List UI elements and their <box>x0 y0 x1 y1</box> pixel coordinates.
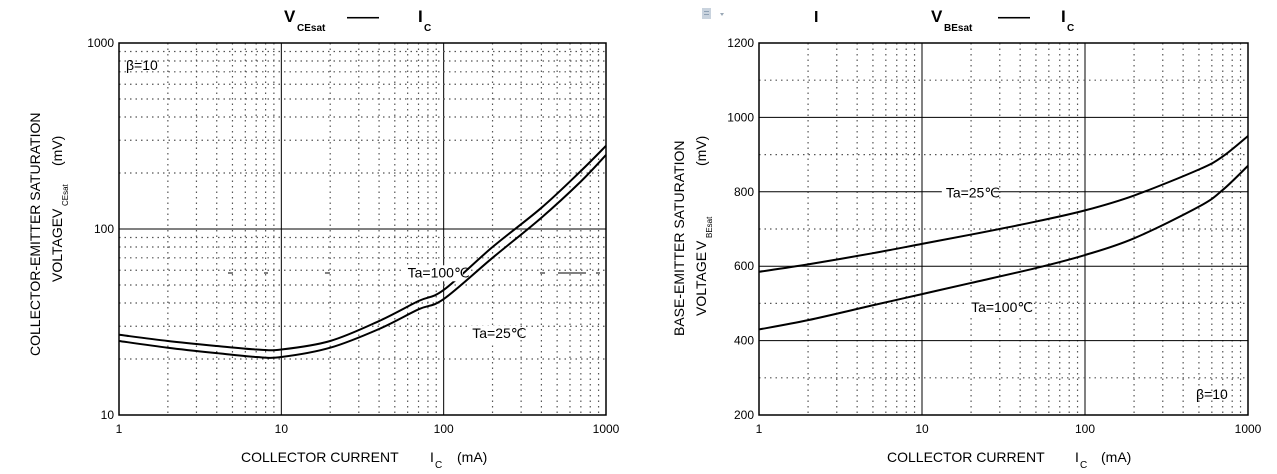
x-tick-label: 1 <box>756 422 763 436</box>
x-axis-label: COLLECTOR CURRENT <box>241 449 399 465</box>
curve-label-background <box>941 185 994 202</box>
y-tick-label: 10 <box>101 408 115 422</box>
x-tick-label: 10 <box>915 422 929 436</box>
curve-label-background <box>967 299 1027 316</box>
x-axis-unit: (mA) <box>1101 449 1131 465</box>
curve-label: Ta=100℃ <box>971 299 1033 315</box>
x-axis-symbol-subscript: C <box>1080 460 1087 471</box>
plot-frame <box>118 42 607 416</box>
x-tick-label: 100 <box>434 422 454 436</box>
x-axis-unit: (mA) <box>457 449 487 465</box>
y-tick-label: 1000 <box>87 36 114 50</box>
title-ic: I <box>418 7 423 26</box>
x-axis-symbol: I <box>430 449 434 465</box>
y-tick-label: 200 <box>734 408 754 422</box>
curve-label: Ta=25℃ <box>946 184 1000 200</box>
title-v: V <box>284 7 296 26</box>
title-dash: —— <box>998 9 1030 26</box>
y-axis-symbol: V <box>693 240 709 250</box>
y-tick-label: 100 <box>94 222 114 236</box>
document-icon <box>702 8 724 19</box>
series-line-a <box>758 135 1249 273</box>
y-axis-symbol-subscript: BEsat <box>705 216 714 238</box>
series-line-a <box>118 145 607 352</box>
y-tick-label: 1000 <box>727 110 754 124</box>
vbesat-labels: Ta=25℃ Ta=100℃ <box>941 184 1033 316</box>
x-tick-label: 1000 <box>1235 422 1262 436</box>
x-tick-label: 10 <box>275 422 289 436</box>
x-axis-symbol: I <box>1075 449 1079 465</box>
plot-frame <box>758 42 1249 416</box>
title-v-subscript: BEsat <box>944 23 973 34</box>
series-line-b <box>118 154 607 359</box>
x-tick-label: 1000 <box>593 422 620 436</box>
y-axis-label-line1: COLLECTOR-EMITTER SATURATION <box>27 113 43 356</box>
title-v: V <box>931 7 943 26</box>
title-stray-mark: I <box>814 9 818 26</box>
vbesat-ticks: 1 10 100 1000 200 400 600 800 1000 1200 <box>727 36 1261 436</box>
curve-label-background <box>468 325 520 342</box>
x-axis-symbol-subscript: C <box>435 460 442 471</box>
vcesat-labels: Ta=100℃ Ta=25℃ <box>403 264 527 342</box>
y-tick-label: 1200 <box>727 36 754 50</box>
x-tick-label: 100 <box>1075 422 1095 436</box>
beta-note: β=10 <box>126 57 158 73</box>
curve-label: Ta=25℃ <box>472 325 526 341</box>
y-axis-unit: (mV) <box>693 136 709 166</box>
title-ic-subscript: C <box>424 23 431 34</box>
y-tick-label: 800 <box>734 185 754 199</box>
title-v-subscript: CEsat <box>297 23 326 34</box>
y-tick-label: 600 <box>734 259 754 273</box>
curve-label-background <box>403 265 463 282</box>
curve-label: Ta=100℃ <box>408 264 470 280</box>
y-axis-label-line2: VOLTAGE <box>49 218 65 282</box>
vcesat-grid <box>118 42 607 416</box>
title-ic-subscript: C <box>1067 23 1074 34</box>
beta-note: β=10 <box>1196 386 1228 402</box>
vbesat-grid <box>758 42 1249 416</box>
x-axis-label: COLLECTOR CURRENT <box>887 449 1045 465</box>
title-dash: —— <box>347 9 379 26</box>
y-axis-label-line1: BASE-EMITTER SATURATION <box>671 141 687 337</box>
y-axis-symbol: V <box>49 208 65 218</box>
title-ic: I <box>1061 7 1066 26</box>
x-tick-label: 1 <box>116 422 123 436</box>
vbesat-series <box>758 135 1249 331</box>
y-axis-unit: (mV) <box>49 136 65 166</box>
vbesat-chart: I V BEsat —— I C 1 10 100 10002004006008001… <box>671 7 1262 471</box>
y-tick-label: 400 <box>734 334 754 348</box>
series-line-b <box>758 165 1249 331</box>
vcesat-series <box>118 145 607 359</box>
y-axis-label-line2: VOLTAGE <box>693 252 709 316</box>
y-axis-symbol-subscript: CEsat <box>61 183 70 206</box>
